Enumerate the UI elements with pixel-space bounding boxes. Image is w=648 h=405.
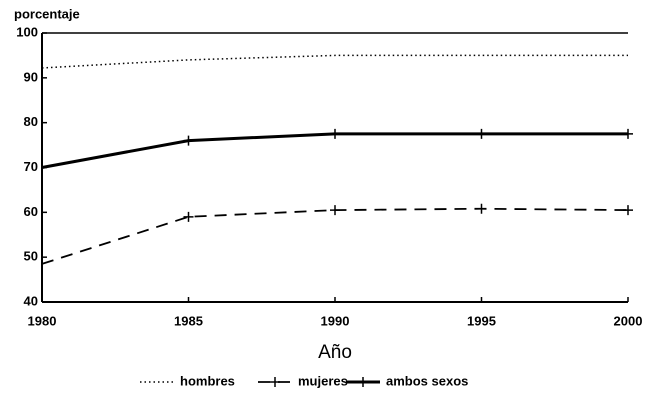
marker bbox=[330, 128, 340, 139]
legend-marker bbox=[270, 377, 280, 387]
marker bbox=[623, 205, 633, 216]
line-solid bbox=[41, 132, 628, 169]
x-tick-label: 1995 bbox=[467, 313, 496, 328]
y-axis-label: porcentaje bbox=[14, 6, 80, 21]
legend-label: ambos sexos bbox=[386, 373, 468, 388]
legend-marker bbox=[358, 377, 368, 387]
y-tick-label: 40 bbox=[24, 293, 38, 308]
legend-label: mujeres bbox=[298, 373, 348, 388]
marker bbox=[183, 135, 194, 146]
y-tick-label: 90 bbox=[24, 69, 38, 84]
x-tick-label: 1985 bbox=[174, 313, 203, 328]
marker bbox=[183, 211, 194, 222]
x-tick-label: 1980 bbox=[28, 313, 57, 328]
y-tick-label: 80 bbox=[24, 114, 38, 129]
y-tick-label: 60 bbox=[24, 204, 38, 219]
line-dotted bbox=[41, 54, 628, 69]
y-tick-label: 70 bbox=[24, 159, 38, 174]
x-tick-label: 2000 bbox=[614, 313, 643, 328]
x-axis-label: Año bbox=[318, 342, 352, 363]
marker bbox=[330, 205, 340, 216]
marker bbox=[476, 203, 487, 214]
x-tick-label: 1990 bbox=[321, 313, 350, 328]
legend-label: hombres bbox=[180, 373, 235, 388]
marker bbox=[623, 128, 633, 139]
y-tick-label: 50 bbox=[24, 249, 38, 264]
line-dashed bbox=[41, 207, 629, 265]
y-tick-label: 100 bbox=[16, 24, 38, 39]
marker bbox=[476, 128, 487, 139]
